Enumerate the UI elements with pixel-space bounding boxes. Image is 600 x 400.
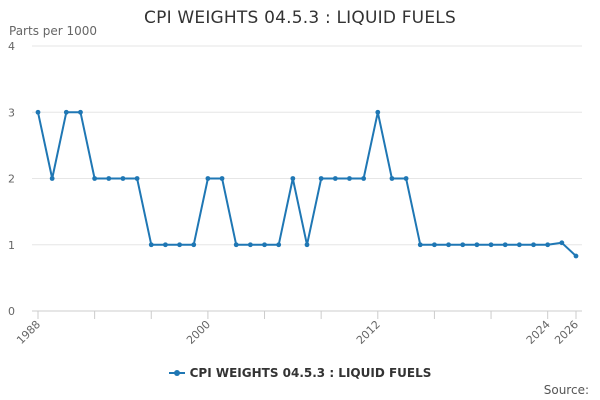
legend-dot: [173, 370, 180, 376]
data-point-2017: [446, 242, 451, 248]
data-point-1992: [92, 176, 98, 181]
data-point-1991: [78, 109, 83, 115]
x-tick-label-2024: 2024: [524, 318, 553, 347]
source-label: Source:: [543, 383, 589, 397]
data-point-2024: [545, 242, 551, 248]
y-tick-label-3: 3: [8, 106, 15, 119]
data-point-1995: [134, 176, 140, 181]
x-tick-label-2026: 2026: [552, 318, 581, 347]
data-point-2025: [559, 240, 565, 246]
data-point-2020: [488, 242, 494, 248]
data-point-2023: [531, 242, 536, 248]
legend-label: CPI WEIGHTS 04.5.3 : LIQUID FUELS: [189, 366, 432, 380]
data-point-1999: [191, 242, 197, 248]
legend[interactable]: CPI WEIGHTS 04.5.3 : LIQUID FUELS: [0, 366, 600, 380]
y-axis-ticks: 0 1 2 3 4: [8, 40, 15, 318]
data-point-2008: [318, 176, 324, 181]
data-point-1993: [106, 176, 112, 181]
data-point-2003: [247, 242, 253, 248]
data-point-1988: [35, 109, 41, 115]
x-axis-ticks: 1988 2000 2012 2024 2026: [14, 318, 581, 347]
data-point-2010: [347, 176, 352, 181]
data-point-2016: [432, 242, 437, 248]
grid-lines: [32, 45, 582, 246]
data-point-2012: [375, 109, 381, 115]
data-point-1990: [63, 109, 69, 115]
y-tick-label-2: 2: [8, 173, 15, 186]
data-point-2001: [219, 176, 225, 181]
data-point-1989: [49, 176, 55, 181]
data-point-1998: [177, 242, 182, 248]
data-point-2021: [502, 242, 508, 248]
data-point-2004: [262, 242, 267, 248]
data-point-1994: [120, 176, 126, 181]
data-point-2015: [417, 242, 423, 248]
y-axis-label: Parts per 1000: [9, 24, 98, 38]
data-point-2026: [573, 253, 579, 259]
data-point-2000: [205, 176, 211, 181]
data-point-2011: [361, 176, 367, 181]
legend-marker: [168, 368, 185, 378]
series-line-0: [37, 111, 577, 257]
y-tick-label-4: 4: [8, 40, 15, 53]
data-point-2014: [403, 176, 409, 181]
data-point-2002: [233, 242, 239, 248]
data-point-1996: [148, 242, 154, 248]
x-tick-label-2012: 2012: [354, 318, 383, 347]
x-axis: [32, 310, 582, 319]
data-point-2022: [516, 242, 522, 248]
data-point-2013: [389, 176, 395, 181]
data-point-2019: [474, 242, 480, 248]
y-tick-label-1: 1: [8, 239, 15, 252]
y-tick-label-0: 0: [8, 305, 15, 318]
data-point-2005: [276, 242, 282, 248]
x-tick-label-2000: 2000: [184, 318, 213, 347]
data-point-2018: [460, 242, 466, 248]
data-point-1997: [163, 242, 168, 248]
chart-title: CPI WEIGHTS 04.5.3 : LIQUID FUELS: [144, 8, 456, 28]
x-tick-label-1988: 1988: [14, 318, 43, 347]
series-group: [35, 109, 579, 259]
data-point-2009: [332, 176, 338, 181]
data-point-2007: [304, 242, 310, 248]
data-point-2006: [290, 176, 296, 181]
